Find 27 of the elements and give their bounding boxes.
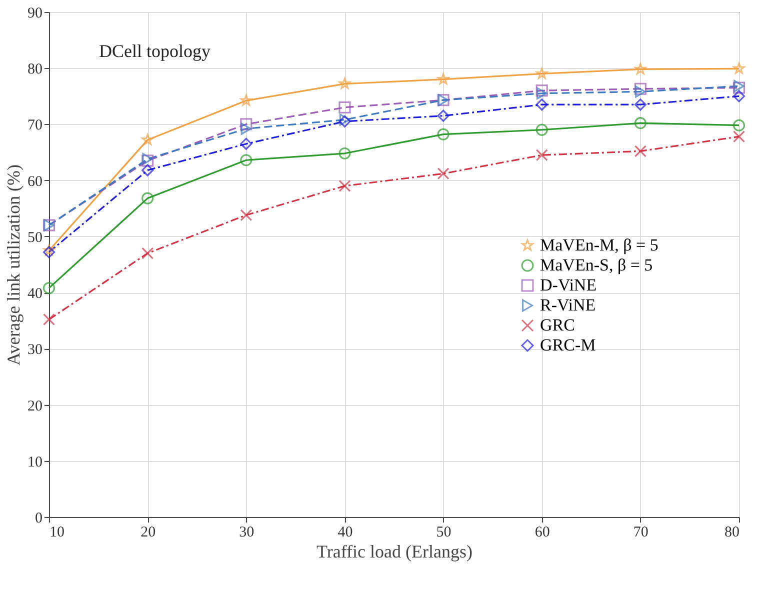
y-tick-label: 90 <box>28 6 42 22</box>
y-tick-label: 70 <box>28 118 42 134</box>
y-tick-label: 40 <box>28 286 42 302</box>
y-tick-label: 0 <box>35 510 42 526</box>
legend-label: MaVEn-M, β = 5 <box>540 236 658 254</box>
y-tick-label: 80 <box>28 62 42 78</box>
x-tick-label: 80 <box>724 524 740 540</box>
y-tick-label: 10 <box>28 454 42 470</box>
legend-label: MaVEn-S, β = 5 <box>540 256 653 274</box>
legend-label: R-ViNE <box>540 296 596 314</box>
x-tick-label: 30 <box>239 524 254 540</box>
x-tick-label: 70 <box>633 524 648 540</box>
y-tick-label: 20 <box>28 398 42 414</box>
x-axis-title: Traffic load (Erlangs) <box>316 542 472 562</box>
y-axis-title: Average link utilization (%) <box>4 164 24 366</box>
x-tick-label: 40 <box>338 524 353 540</box>
y-tick-label: 30 <box>28 342 42 358</box>
legend-label: GRC-M <box>540 336 596 354</box>
y-tick-label: 50 <box>28 230 42 246</box>
annotation: DCell topology <box>99 41 210 61</box>
x-tick-label: 10 <box>50 524 64 540</box>
x-tick-label: 20 <box>140 524 156 540</box>
x-tick-label: 60 <box>534 524 550 540</box>
x-tick-label: 50 <box>436 524 452 540</box>
legend-label: GRC <box>540 316 575 334</box>
legend-label: D-ViNE <box>540 276 597 294</box>
y-tick-label: 60 <box>28 174 42 190</box>
